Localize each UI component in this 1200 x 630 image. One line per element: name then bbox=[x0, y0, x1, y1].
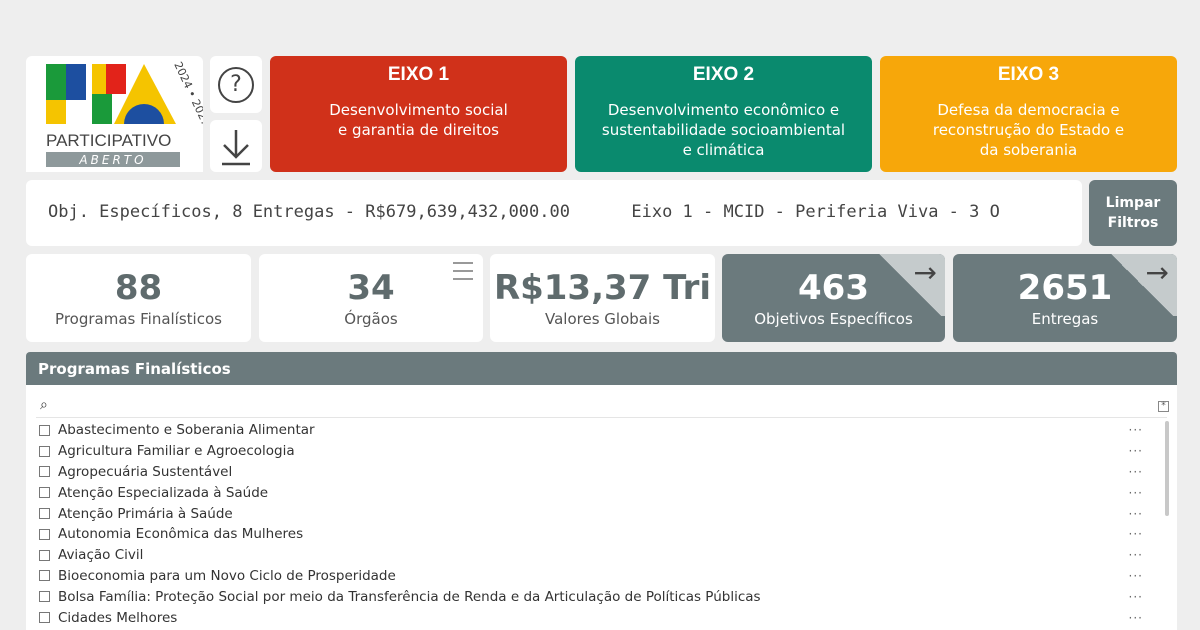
ppa-logo: 2024 • 2027 PARTICIPATIVO ABERTO bbox=[26, 60, 212, 172]
kpi-orgaos: 34 Órgãos bbox=[259, 254, 483, 342]
checkbox[interactable] bbox=[39, 528, 50, 540]
item-label: Agropecuária Sustentável bbox=[58, 463, 233, 480]
item-label: Bioeconomia para um Novo Ciclo de Prospe… bbox=[58, 567, 396, 584]
checkbox[interactable] bbox=[39, 424, 50, 436]
more-options-icon[interactable]: ··· bbox=[1128, 506, 1143, 521]
question-circle-icon: ? bbox=[218, 66, 254, 103]
checkbox[interactable] bbox=[39, 508, 50, 520]
kpi-value: R$13,37 Tri bbox=[493, 268, 712, 308]
list-item[interactable]: Bolsa Família: Proteção Social por meio … bbox=[26, 586, 1177, 607]
item-label: Atenção Especializada à Saúde bbox=[58, 484, 269, 501]
help-button[interactable]: ? bbox=[210, 56, 262, 113]
menu-icon[interactable] bbox=[453, 262, 473, 280]
kpi-label: Valores Globais bbox=[545, 310, 660, 328]
checkbox[interactable] bbox=[39, 570, 50, 582]
kpi-valores: R$13,37 Tri Valores Globais bbox=[490, 254, 715, 342]
kpi-label: Entregas bbox=[1031, 310, 1099, 328]
item-label: Aviação Civil bbox=[58, 547, 144, 564]
eixo-2-card[interactable]: EIXO 2 Desenvolvimento econômico e susten… bbox=[575, 56, 872, 172]
checkbox[interactable] bbox=[39, 549, 50, 561]
eixo-title: EIXO 3 bbox=[997, 64, 1060, 85]
eixo-desc: Desenvolvimento econômico e sustentabili… bbox=[601, 101, 846, 159]
panel-title: Programas Finalísticos bbox=[26, 352, 1177, 385]
more-options-icon[interactable]: ··· bbox=[1128, 444, 1143, 459]
logo-years: 2024 • 2027 bbox=[171, 60, 203, 128]
scrollbar[interactable] bbox=[1165, 421, 1169, 516]
list-item[interactable]: Cidades Melhores ··· bbox=[26, 607, 1177, 628]
checkbox[interactable] bbox=[39, 466, 50, 478]
kpi-programas: 88 Programas Finalísticos bbox=[26, 254, 251, 342]
eixo-desc: Defesa da democracia e reconstrução do E… bbox=[932, 101, 1125, 159]
item-label: Atenção Primária à Saúde bbox=[58, 505, 233, 522]
download-button[interactable] bbox=[210, 120, 262, 172]
kpi-value: 463 bbox=[798, 268, 869, 308]
search-icon[interactable]: ⌕ bbox=[40, 397, 48, 413]
list-item[interactable]: Agricultura Familiar e Agroecologia ··· bbox=[26, 441, 1177, 462]
kpi-label: Órgãos bbox=[344, 310, 398, 328]
eixo-desc: Desenvolvimento social e garantia de dir… bbox=[329, 101, 508, 139]
more-options-icon[interactable]: ··· bbox=[1128, 464, 1143, 479]
more-options-icon[interactable]: ··· bbox=[1128, 568, 1143, 583]
item-label: Abastecimento e Soberania Alimentar bbox=[58, 422, 315, 439]
more-options-icon[interactable]: ··· bbox=[1128, 527, 1143, 542]
eixo-title: EIXO 2 bbox=[692, 64, 755, 85]
eixo-3-card[interactable]: EIXO 3 Defesa da democracia e reconstruçã… bbox=[880, 56, 1177, 172]
ticker: Obj. Específicos, 8 Entregas - R$679,639… bbox=[26, 180, 1082, 246]
logo-text: PARTICIPATIVO bbox=[46, 131, 171, 150]
kpi-entregas-button[interactable]: → 2651 Entregas bbox=[953, 254, 1177, 342]
kpi-objetivos-button[interactable]: → 463 Objetivos Específicos bbox=[722, 254, 945, 342]
more-options-icon[interactable]: ··· bbox=[1128, 423, 1143, 438]
kpi-value: 88 bbox=[114, 268, 163, 308]
kpi-value: 2651 bbox=[1017, 268, 1113, 308]
list-item[interactable]: Aviação Civil ··· bbox=[26, 545, 1177, 566]
kpi-label: Programas Finalísticos bbox=[55, 310, 222, 328]
list-item[interactable]: Atenção Especializada à Saúde ··· bbox=[26, 482, 1177, 503]
item-label: Autonomia Econômica das Mulheres bbox=[58, 526, 304, 543]
item-label: Agricultura Familiar e Agroecologia bbox=[58, 443, 295, 460]
checkbox[interactable] bbox=[39, 487, 50, 499]
checkbox[interactable] bbox=[39, 612, 50, 624]
more-options-icon[interactable]: ··· bbox=[1128, 485, 1143, 500]
kpi-label: Objetivos Específicos bbox=[754, 310, 913, 328]
select-all-icon[interactable]: * bbox=[1158, 401, 1169, 412]
more-options-icon[interactable]: ··· bbox=[1128, 589, 1143, 604]
eixo-title: EIXO 1 bbox=[387, 64, 450, 85]
list-item[interactable]: Abastecimento e Soberania Alimentar ··· bbox=[26, 420, 1177, 441]
clear-filters-button[interactable]: Limpar Filtros bbox=[1089, 180, 1177, 246]
more-options-icon[interactable]: ··· bbox=[1128, 610, 1143, 625]
kpi-value: 34 bbox=[347, 268, 395, 308]
list-item[interactable]: Bioeconomia para um Novo Ciclo de Prospe… bbox=[26, 566, 1177, 587]
ticker-text: Obj. Específicos, 8 Entregas - R$679,639… bbox=[48, 202, 1000, 222]
programas-slicer: ⌕ * Abastecimento e Soberania Alimentar ·… bbox=[26, 385, 1177, 630]
logo-sub: ABERTO bbox=[78, 153, 146, 167]
list-item[interactable]: Atenção Primária à Saúde ··· bbox=[26, 503, 1177, 524]
checkbox[interactable] bbox=[39, 591, 50, 603]
list-item[interactable]: Agropecuária Sustentável ··· bbox=[26, 462, 1177, 483]
item-label: Cidades Melhores bbox=[58, 609, 178, 626]
checkbox[interactable] bbox=[39, 445, 50, 457]
eixo-1-card[interactable]: EIXO 1 Desenvolvimento social e garantia … bbox=[270, 56, 567, 172]
more-options-icon[interactable]: ··· bbox=[1128, 548, 1143, 563]
download-icon bbox=[222, 130, 250, 166]
arrow-right-icon: → bbox=[1145, 256, 1169, 289]
logo-card: 2024 • 2027 PARTICIPATIVO ABERTO bbox=[26, 56, 212, 172]
list-item[interactable]: Autonomia Econômica das Mulheres ··· bbox=[26, 524, 1177, 545]
item-label: Bolsa Família: Proteção Social por meio … bbox=[58, 588, 761, 605]
arrow-right-icon: → bbox=[913, 256, 937, 289]
